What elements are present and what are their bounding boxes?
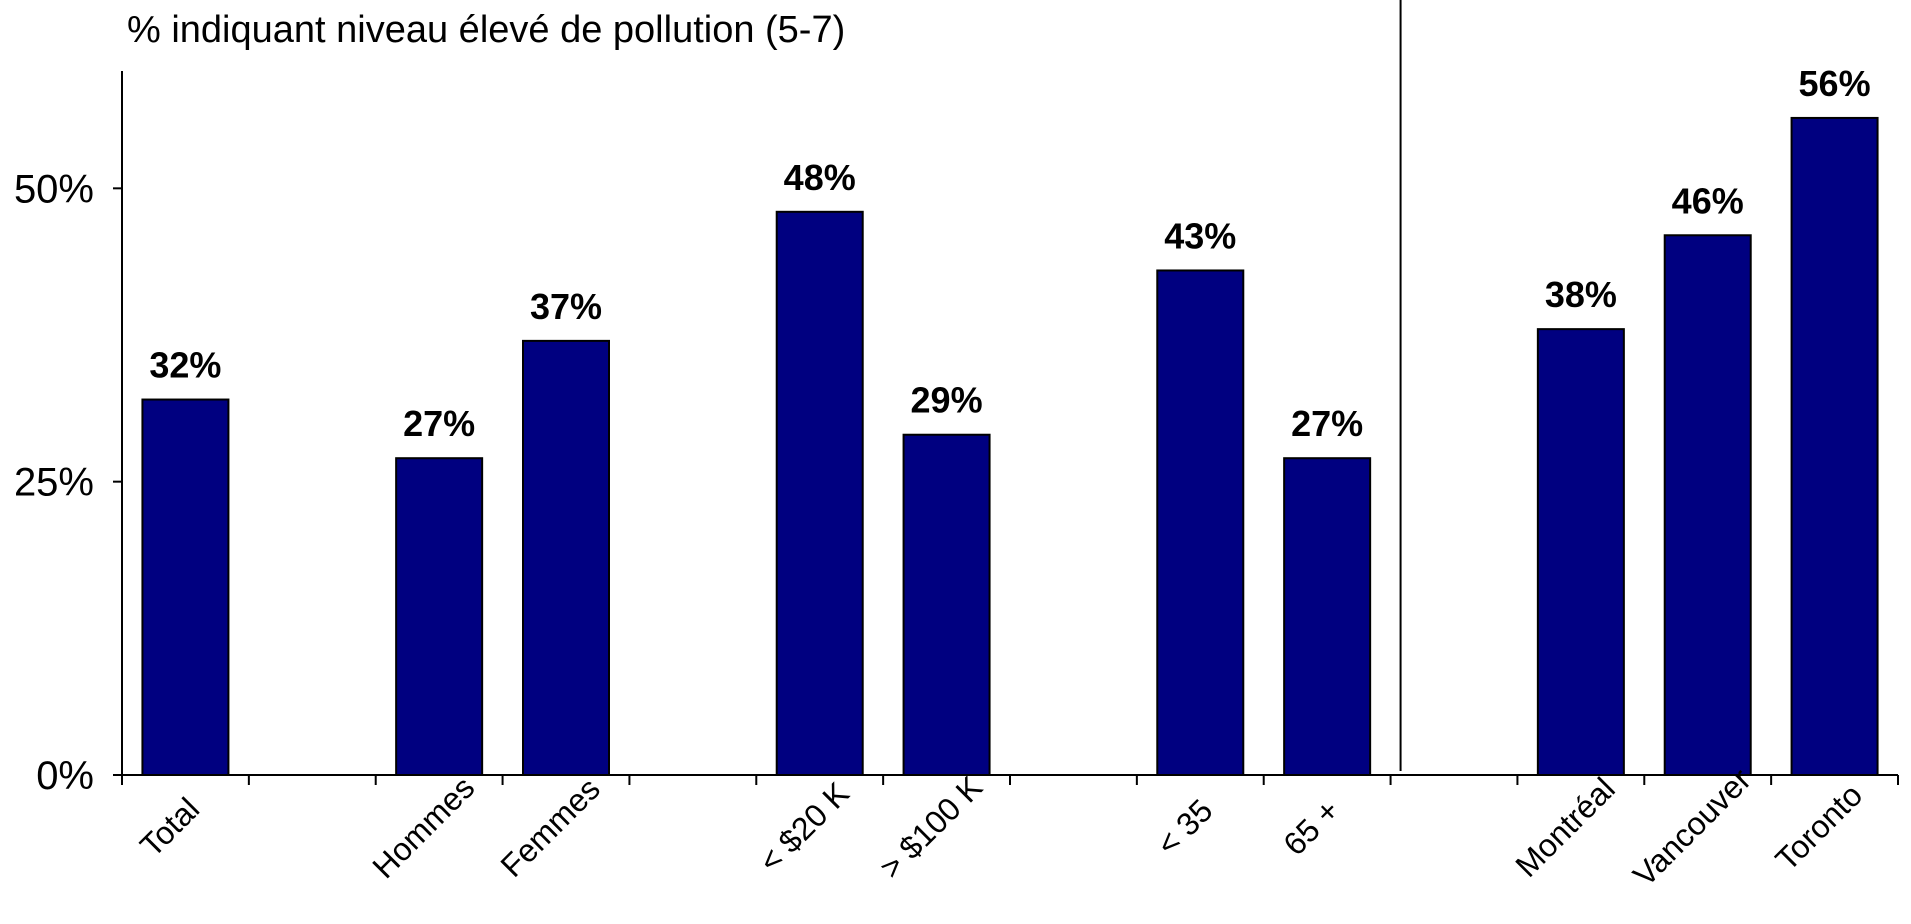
bar-5 [902,433,991,776]
category-label: Total [133,791,206,864]
bar-3 [522,339,610,776]
bar-4 [775,210,864,777]
value-label: 32% [149,345,221,386]
value-label: 43% [1164,215,1236,256]
bar-7 [1283,457,1372,776]
category-label: < 35 [1149,792,1219,862]
category-label: Vancouver [1626,761,1758,893]
category-label: > $100 K [872,769,989,886]
value-label: 56% [1799,63,1871,104]
value-label: 38% [1545,274,1617,315]
bar-2 [395,457,484,776]
category-label: Toronto [1768,777,1869,878]
category-label: 65 + [1276,792,1346,862]
value-label: 29% [911,380,983,421]
bar-8 [1536,328,1625,776]
category-label: < $20 K [752,775,856,879]
chart-title: % indiquant niveau élevé de pollution (5… [127,9,845,51]
category-label: Montréal [1508,770,1621,883]
y-tick-label: 25% [14,461,94,505]
y-tick-label: 50% [14,167,94,211]
value-label: 27% [1291,403,1363,444]
value-label: 37% [530,286,602,327]
bar-9 [1663,234,1752,776]
y-tick-label: 0% [36,754,94,798]
bar-6 [1156,269,1245,776]
category-label: Femmes [493,770,606,883]
bar-1 [141,398,230,776]
value-label: 27% [403,403,475,444]
value-label: 46% [1672,180,1744,221]
category-label: Hommes [365,769,481,885]
value-label: 48% [784,157,856,198]
plot-area: 0% 25% 50% 32% Total 27% Hommes 37% Femmes 48% < $… [14,0,1899,893]
bar-10 [1790,116,1879,776]
